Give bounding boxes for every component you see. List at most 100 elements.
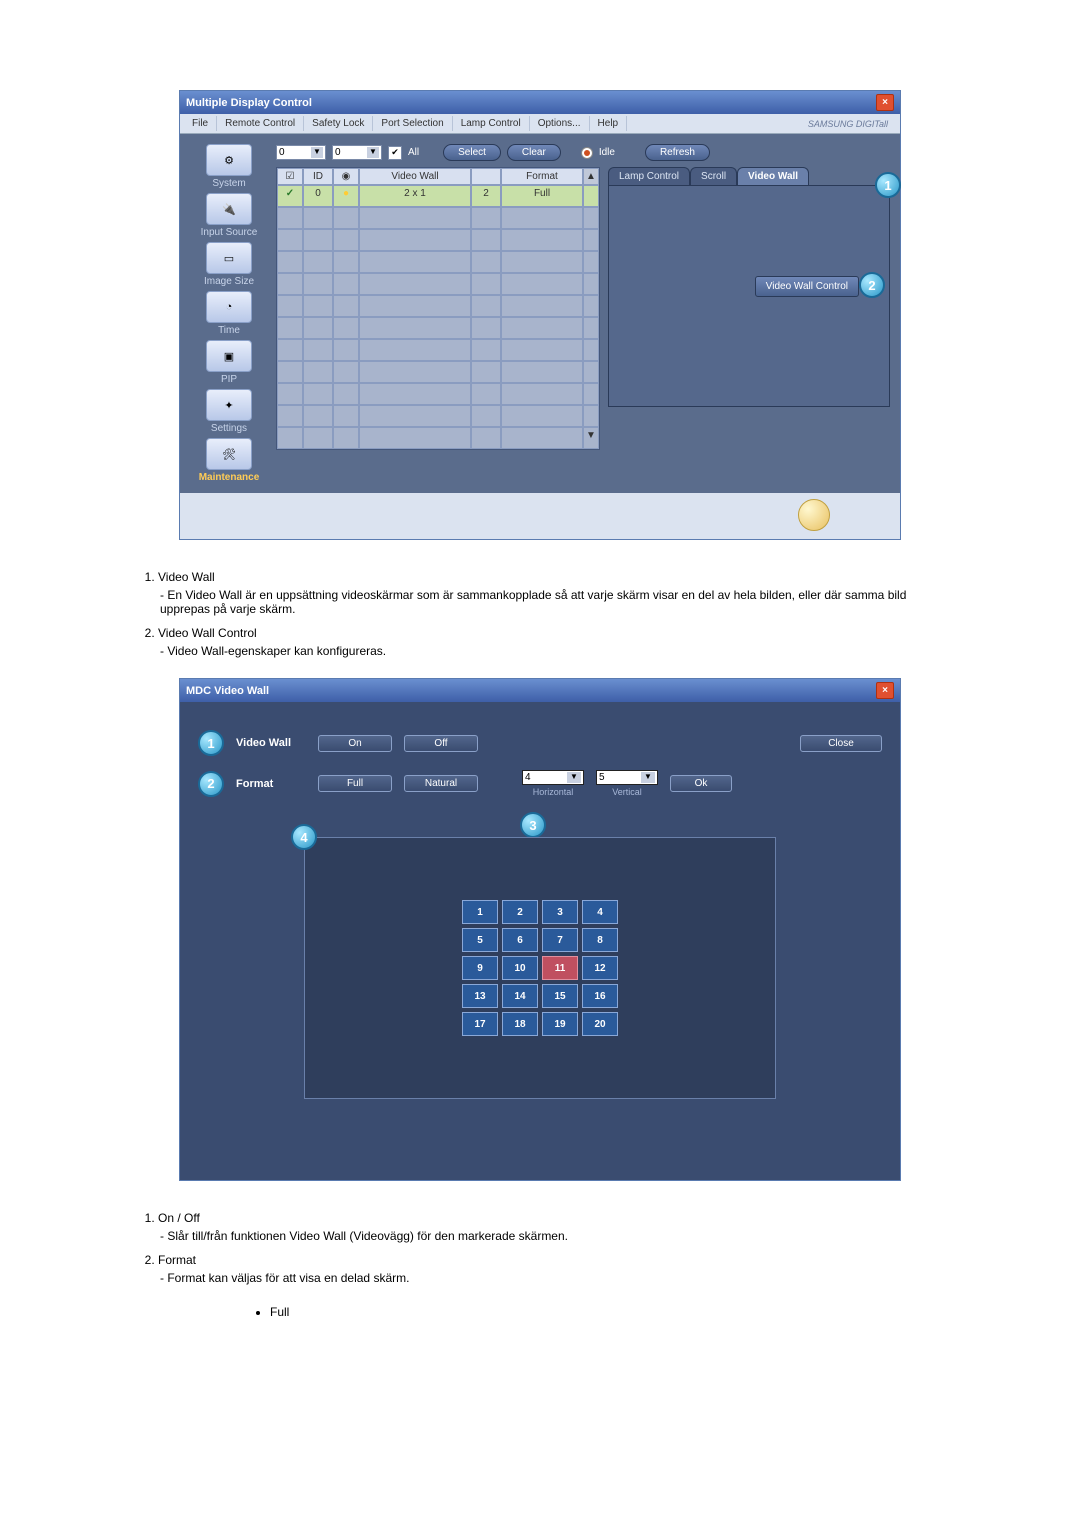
tab-videowall[interactable]: Video Wall	[737, 167, 809, 185]
row-videowall-label: Video Wall	[236, 737, 306, 749]
wall-cell[interactable]: 3	[542, 900, 578, 924]
scroll-up-icon[interactable]: ▲	[583, 168, 599, 185]
sidebar-item-maintenance[interactable]: 🛠 Maintenance	[190, 438, 268, 483]
wall-cell[interactable]: 8	[582, 928, 618, 952]
select-button[interactable]: Select	[443, 144, 501, 161]
horizontal-label: Horizontal	[522, 787, 584, 797]
refresh-button[interactable]: Refresh	[645, 144, 710, 161]
system-icon: ⚙	[206, 144, 252, 176]
sidebar-item-settings[interactable]: ✦ Settings	[190, 389, 268, 434]
table-row	[277, 361, 599, 383]
col-format[interactable]: Format	[501, 168, 583, 185]
wall-cell[interactable]: 15	[542, 984, 578, 1008]
mdc-window: Multiple Display Control × File Remote C…	[179, 90, 901, 540]
settings-icon: ✦	[206, 389, 252, 421]
menubar: File Remote Control Safety Lock Port Sel…	[180, 114, 900, 134]
table-row	[277, 207, 599, 229]
wall-cell[interactable]: 4	[582, 900, 618, 924]
menu-safety[interactable]: Safety Lock	[304, 116, 373, 131]
horizontal-combo[interactable]: 4▼	[522, 770, 584, 785]
dlg-title: MDC Video Wall	[186, 685, 269, 697]
table-row	[277, 251, 599, 273]
scroll-down-icon[interactable]: ▼	[583, 427, 599, 449]
wall-cell[interactable]: 9	[462, 956, 498, 980]
close-icon[interactable]: ×	[876, 682, 894, 699]
close-icon[interactable]: ×	[876, 94, 894, 111]
vw-on-button[interactable]: On	[318, 735, 392, 752]
note-onoff-title: On / Off	[158, 1211, 200, 1225]
vw-off-button[interactable]: Off	[404, 735, 478, 752]
format-bullets: Full	[230, 1305, 950, 1319]
tab-scroll[interactable]: Scroll	[690, 167, 737, 185]
right-panel: Lamp Control Scroll Video Wall Video Wal…	[608, 167, 890, 450]
combo-from[interactable]: 0▼	[276, 145, 326, 160]
wall-cell[interactable]: 19	[542, 1012, 578, 1036]
callout-1: 1	[198, 730, 224, 756]
wall-cell[interactable]: 11	[542, 956, 578, 980]
vertical-combo[interactable]: 5▼	[596, 770, 658, 785]
wall-grid: 1234567891011121314151617181920	[462, 900, 618, 1036]
menu-remote[interactable]: Remote Control	[217, 116, 304, 131]
window-title: Multiple Display Control	[186, 97, 312, 109]
sidebar-item-time[interactable]: ◔ Time	[190, 291, 268, 336]
notes-1: Video Wall En Video Wall är en uppsättni…	[158, 570, 950, 658]
close-button[interactable]: Close	[800, 735, 882, 752]
format-natural-button[interactable]: Natural	[404, 775, 478, 792]
wall-cell[interactable]: 16	[582, 984, 618, 1008]
wall-cell[interactable]: 7	[542, 928, 578, 952]
video-wall-control-button[interactable]: Video Wall Control	[755, 276, 859, 297]
dlg-titlebar[interactable]: MDC Video Wall ×	[180, 679, 900, 702]
sidebar-item-system[interactable]: ⚙ System	[190, 144, 268, 189]
wall-cell[interactable]: 6	[502, 928, 538, 952]
wall-cell[interactable]: 14	[502, 984, 538, 1008]
wall-cell[interactable]: 10	[502, 956, 538, 980]
note-onoff-line: Slår till/från funktionen Video Wall (Vi…	[160, 1229, 950, 1243]
wall-cell[interactable]: 12	[582, 956, 618, 980]
table-row: ▼	[277, 427, 599, 449]
all-label: All	[408, 147, 419, 158]
workarea: ⚙ System 🔌 Input Source ▭ Image Size ◔ T…	[180, 134, 900, 493]
note1-line: En Video Wall är en uppsättning videoskä…	[160, 588, 950, 616]
table-row	[277, 405, 599, 427]
table-row	[277, 229, 599, 251]
status-orb-icon	[798, 499, 830, 531]
menu-help[interactable]: Help	[590, 116, 628, 131]
table-row[interactable]: 0 2 x 1 2 Full	[277, 185, 599, 207]
wall-cell[interactable]: 2	[502, 900, 538, 924]
display-grid: ☑ ID ◉ Video Wall Format ▲ 0 2	[276, 167, 600, 450]
wall-cell[interactable]: 18	[502, 1012, 538, 1036]
menu-port[interactable]: Port Selection	[373, 116, 452, 131]
sidebar-item-pip[interactable]: ▣ PIP	[190, 340, 268, 385]
ok-button[interactable]: Ok	[670, 775, 732, 792]
menu-options[interactable]: Options...	[530, 116, 590, 131]
sidebar-item-input[interactable]: 🔌 Input Source	[190, 193, 268, 238]
col-videowall[interactable]: Video Wall	[359, 168, 471, 185]
menu-lamp[interactable]: Lamp Control	[453, 116, 530, 131]
combo-to[interactable]: 0▼	[332, 145, 382, 160]
bullet-full: Full	[270, 1305, 950, 1319]
wall-cell[interactable]: 5	[462, 928, 498, 952]
table-row	[277, 317, 599, 339]
note-format-title: Format	[158, 1253, 196, 1267]
col-id[interactable]: ID	[303, 168, 333, 185]
sidebar-item-imagesize[interactable]: ▭ Image Size	[190, 242, 268, 287]
row-format-label: Format	[236, 778, 306, 790]
titlebar[interactable]: Multiple Display Control ×	[180, 91, 900, 114]
sidebar: ⚙ System 🔌 Input Source ▭ Image Size ◔ T…	[190, 144, 268, 483]
note-format-line: Format kan väljas för att visa en delad …	[160, 1271, 950, 1285]
wall-cell[interactable]: 17	[462, 1012, 498, 1036]
clear-button[interactable]: Clear	[507, 144, 561, 161]
table-row	[277, 339, 599, 361]
wall-cell[interactable]: 13	[462, 984, 498, 1008]
format-full-button[interactable]: Full	[318, 775, 392, 792]
wall-cell[interactable]: 1	[462, 900, 498, 924]
input-icon: 🔌	[206, 193, 252, 225]
pip-icon: ▣	[206, 340, 252, 372]
videowall-dialog: MDC Video Wall × 1 Video Wall On Off Clo…	[179, 678, 901, 1181]
tab-lamp[interactable]: Lamp Control	[608, 167, 690, 185]
wall-cell[interactable]: 20	[582, 1012, 618, 1036]
time-icon: ◔	[206, 291, 252, 323]
idle-radio[interactable]	[581, 147, 593, 159]
all-checkbox[interactable]: ✔	[388, 146, 402, 160]
menu-file[interactable]: File	[184, 116, 217, 131]
